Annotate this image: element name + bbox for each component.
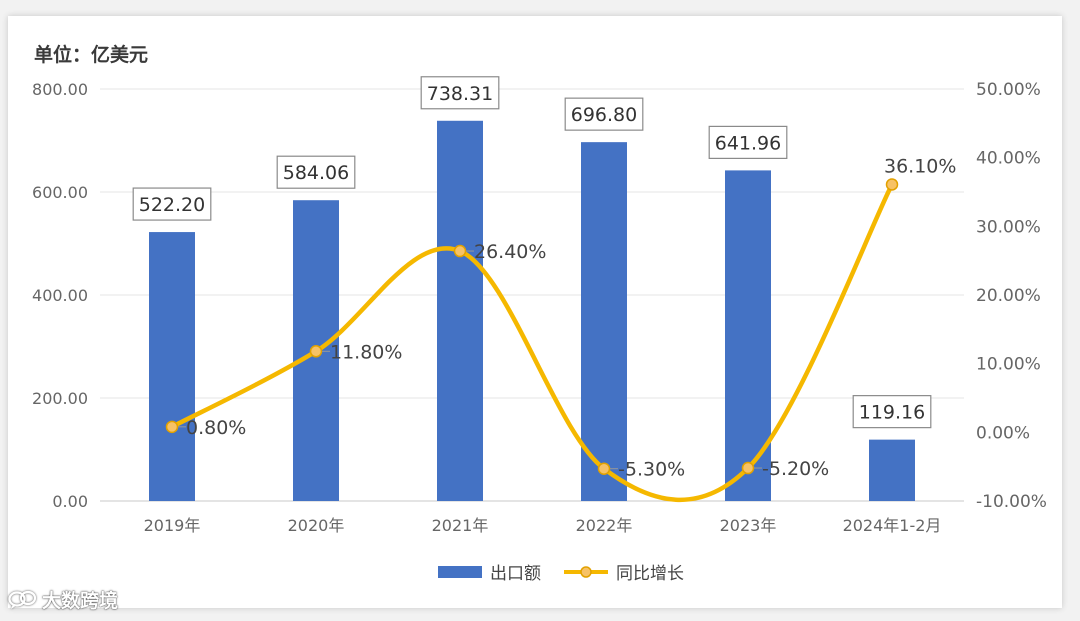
y-right-tick-label: 30.00% <box>976 217 1041 237</box>
line-label: 0.80% <box>186 417 246 439</box>
growth-line <box>169 182 895 502</box>
bar-label: 584.06 <box>283 162 349 184</box>
line-label: -5.20% <box>762 458 829 480</box>
y-right-tick-label: 50.00% <box>976 80 1041 100</box>
axis-ticks: 0.00 200.00 400.00 600.00 800.00 -10.00% 0.00%… <box>32 80 1047 535</box>
bar <box>581 142 627 501</box>
y-left-tick-label: 200.00 <box>32 389 88 408</box>
line-point <box>453 244 467 258</box>
line-label: 26.40% <box>474 241 546 263</box>
y-right-tick-label: 0.00% <box>976 423 1030 443</box>
y-right-tick-label: -10.00% <box>976 492 1047 512</box>
x-tick-label: 2023年 <box>720 516 777 535</box>
watermark: 大数跨境 <box>8 586 118 613</box>
bar-label-box <box>420 76 500 110</box>
y-right-tick-label: 40.00% <box>976 149 1041 169</box>
bar <box>869 439 915 501</box>
x-tick-label: 2022年 <box>576 516 633 535</box>
x-tick-label: 2021年 <box>432 516 489 535</box>
line-series <box>165 178 899 502</box>
watermark-text: 大数跨境 <box>42 590 119 612</box>
y-right-tick-label: 10.00% <box>976 355 1041 375</box>
y-left-tick-label: 800.00 <box>32 80 88 99</box>
bar-label-box <box>564 97 644 131</box>
gridlines <box>100 88 964 502</box>
bar-label-box <box>132 187 212 221</box>
bar-label: 119.16 <box>859 402 925 424</box>
line-point <box>885 178 899 191</box>
y-right-tick-label: 20.00% <box>976 286 1041 306</box>
bar-label: 738.31 <box>427 83 493 105</box>
line-point <box>165 420 179 434</box>
line-label: -5.30% <box>618 459 685 481</box>
legend-label-bar: 出口额 <box>490 564 541 584</box>
line-point <box>741 461 755 475</box>
y-left-tick-label: 600.00 <box>32 183 88 202</box>
bar-series <box>149 120 915 501</box>
legend: 出口额 同比增长 <box>438 564 684 584</box>
line-label: 36.10% <box>884 155 956 177</box>
line-point <box>309 345 323 358</box>
bar-label: 522.20 <box>139 194 205 216</box>
bar-label-box <box>276 155 356 189</box>
y-left-tick-label: 400.00 <box>32 286 88 305</box>
legend-label-line: 同比增长 <box>616 564 684 584</box>
x-tick-label: 2020年 <box>288 516 345 535</box>
legend-swatch-point <box>580 566 592 578</box>
unit-label: 单位：亿美元 <box>34 44 149 66</box>
x-tick-label: 2019年 <box>144 516 201 535</box>
bar <box>149 232 195 501</box>
x-tick-label: 2024年1-2月 <box>843 516 942 535</box>
bar <box>437 120 483 501</box>
bar-label-box <box>852 395 932 429</box>
legend-swatch-bar <box>438 566 482 578</box>
chat-bubbles-logo-icon <box>8 590 37 609</box>
data-labels: 522.20 584.06 738.31 696.80 641.96 119.16 0.80… <box>132 76 956 481</box>
line-point <box>597 462 611 475</box>
bar-label: 641.96 <box>715 132 781 154</box>
bar-label-box <box>708 125 788 159</box>
y-left-tick-label: 0.00 <box>52 492 88 511</box>
line-label: 11.80% <box>330 341 402 363</box>
bar-label: 696.80 <box>571 104 637 126</box>
